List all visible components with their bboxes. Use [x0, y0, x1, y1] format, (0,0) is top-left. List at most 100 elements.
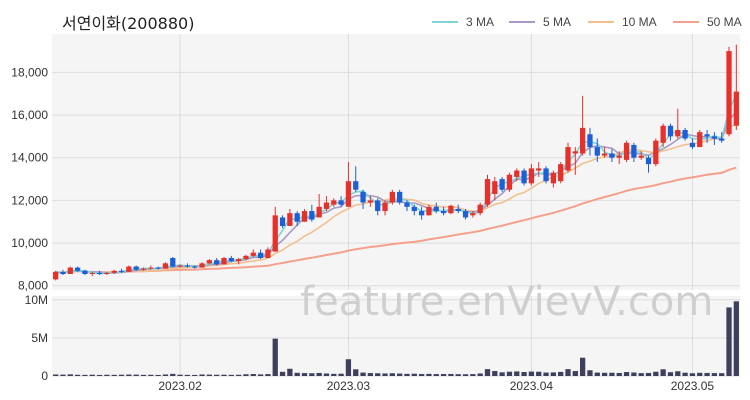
candle: [74, 266, 81, 272]
candle: [294, 211, 300, 226]
candle: [67, 266, 73, 274]
candle: [287, 208, 293, 226]
candle-body: [53, 271, 59, 280]
candle: [170, 256, 176, 268]
candle: [177, 264, 183, 268]
candle: [704, 130, 710, 143]
candle: [397, 189, 403, 205]
volume-bar: [389, 373, 395, 376]
candle-body: [192, 266, 198, 268]
price-panel: [52, 34, 740, 290]
volume-bar: [214, 374, 220, 376]
candle: [462, 208, 469, 220]
volume-bar: [558, 371, 564, 376]
candle-body: [360, 191, 366, 203]
candle: [221, 256, 227, 265]
candle: [601, 147, 608, 158]
candle: [316, 194, 322, 218]
volume-bar: [536, 371, 542, 376]
candle-body: [236, 259, 242, 262]
candle-body: [623, 142, 630, 160]
candle-body: [528, 168, 535, 184]
candle-body: [506, 174, 513, 190]
candle: [155, 266, 161, 270]
volume-bar: [89, 374, 95, 376]
candle: [111, 269, 117, 274]
candle: [558, 162, 564, 184]
volume-bar: [580, 357, 586, 376]
candle-body: [367, 200, 374, 203]
moving-average-lines: [55, 94, 738, 275]
volume-bar: [96, 374, 103, 376]
candle-body: [455, 208, 461, 212]
ma3-line: [55, 94, 738, 275]
volume-bar: [455, 374, 461, 376]
volume-bar: [397, 373, 403, 376]
volume-bar: [426, 373, 432, 376]
candle: [360, 189, 366, 209]
candle-body: [587, 134, 593, 148]
candle: [448, 204, 454, 215]
price-tick-label: 10,000: [11, 236, 48, 250]
candle-body: [257, 252, 264, 258]
volume-bar: [206, 374, 212, 376]
candle: [484, 174, 491, 207]
candle-body: [96, 272, 103, 274]
volume-bar: [53, 374, 59, 376]
volume-bar: [499, 372, 505, 376]
candle-body: [689, 142, 696, 148]
candlestick-series: [53, 44, 739, 281]
candle-body: [89, 272, 95, 274]
candle-body: [536, 168, 542, 171]
volume-bar: [623, 372, 630, 376]
volume-bar: [228, 374, 234, 376]
volume-bar: [411, 373, 417, 376]
price-tick-label: 16,000: [11, 108, 48, 122]
candle-body: [470, 213, 476, 216]
volume-bar: [719, 373, 725, 376]
candle: [550, 170, 556, 188]
volume-bar: [60, 374, 66, 376]
candle-body: [697, 132, 703, 148]
legend-label: 50 MA: [707, 15, 742, 29]
date-axis-ticks: 2023.02 2023.03 2023.04 2023.05: [158, 379, 714, 393]
ma10-line: [55, 123, 737, 274]
candle: [382, 200, 388, 216]
volume-bar: [375, 373, 381, 376]
volume-bar: [660, 369, 666, 376]
candle-body: [309, 211, 315, 220]
volume-bar: [382, 373, 388, 376]
candle-body: [660, 125, 666, 143]
candle: [148, 265, 154, 270]
volume-axis-ticks: 0 5M 10M: [25, 293, 49, 383]
candle: [133, 265, 139, 271]
volume-bar: [250, 374, 256, 376]
price-tick-label: 14,000: [11, 151, 48, 165]
volume-bar: [294, 372, 300, 376]
candle-body: [514, 170, 520, 177]
volume-bar: [192, 374, 198, 376]
candle-body: [170, 258, 176, 267]
volume-bar: [243, 374, 249, 376]
candle-body: [404, 202, 410, 207]
candle: [192, 265, 198, 269]
volume-bar: [645, 372, 652, 376]
volume-bar: [265, 374, 271, 376]
candle-body: [67, 267, 73, 274]
watermark: feature.enVievV.com: [300, 279, 713, 325]
candle: [228, 255, 234, 263]
candle-body: [704, 134, 710, 137]
candle-body: [162, 263, 169, 269]
chart-legend: 3 MA 5 MA 10 MA 50 MA: [432, 15, 742, 29]
candle-body: [331, 200, 337, 205]
candle-body: [111, 270, 117, 273]
legend-item: 3 MA: [432, 15, 494, 29]
volume-bar: [221, 374, 227, 376]
candle: [645, 155, 652, 173]
volume-bar: [462, 374, 469, 376]
candle-body: [155, 267, 161, 269]
volume-bar: [162, 374, 169, 376]
candle: [60, 269, 66, 276]
volume-bar: [726, 307, 732, 376]
